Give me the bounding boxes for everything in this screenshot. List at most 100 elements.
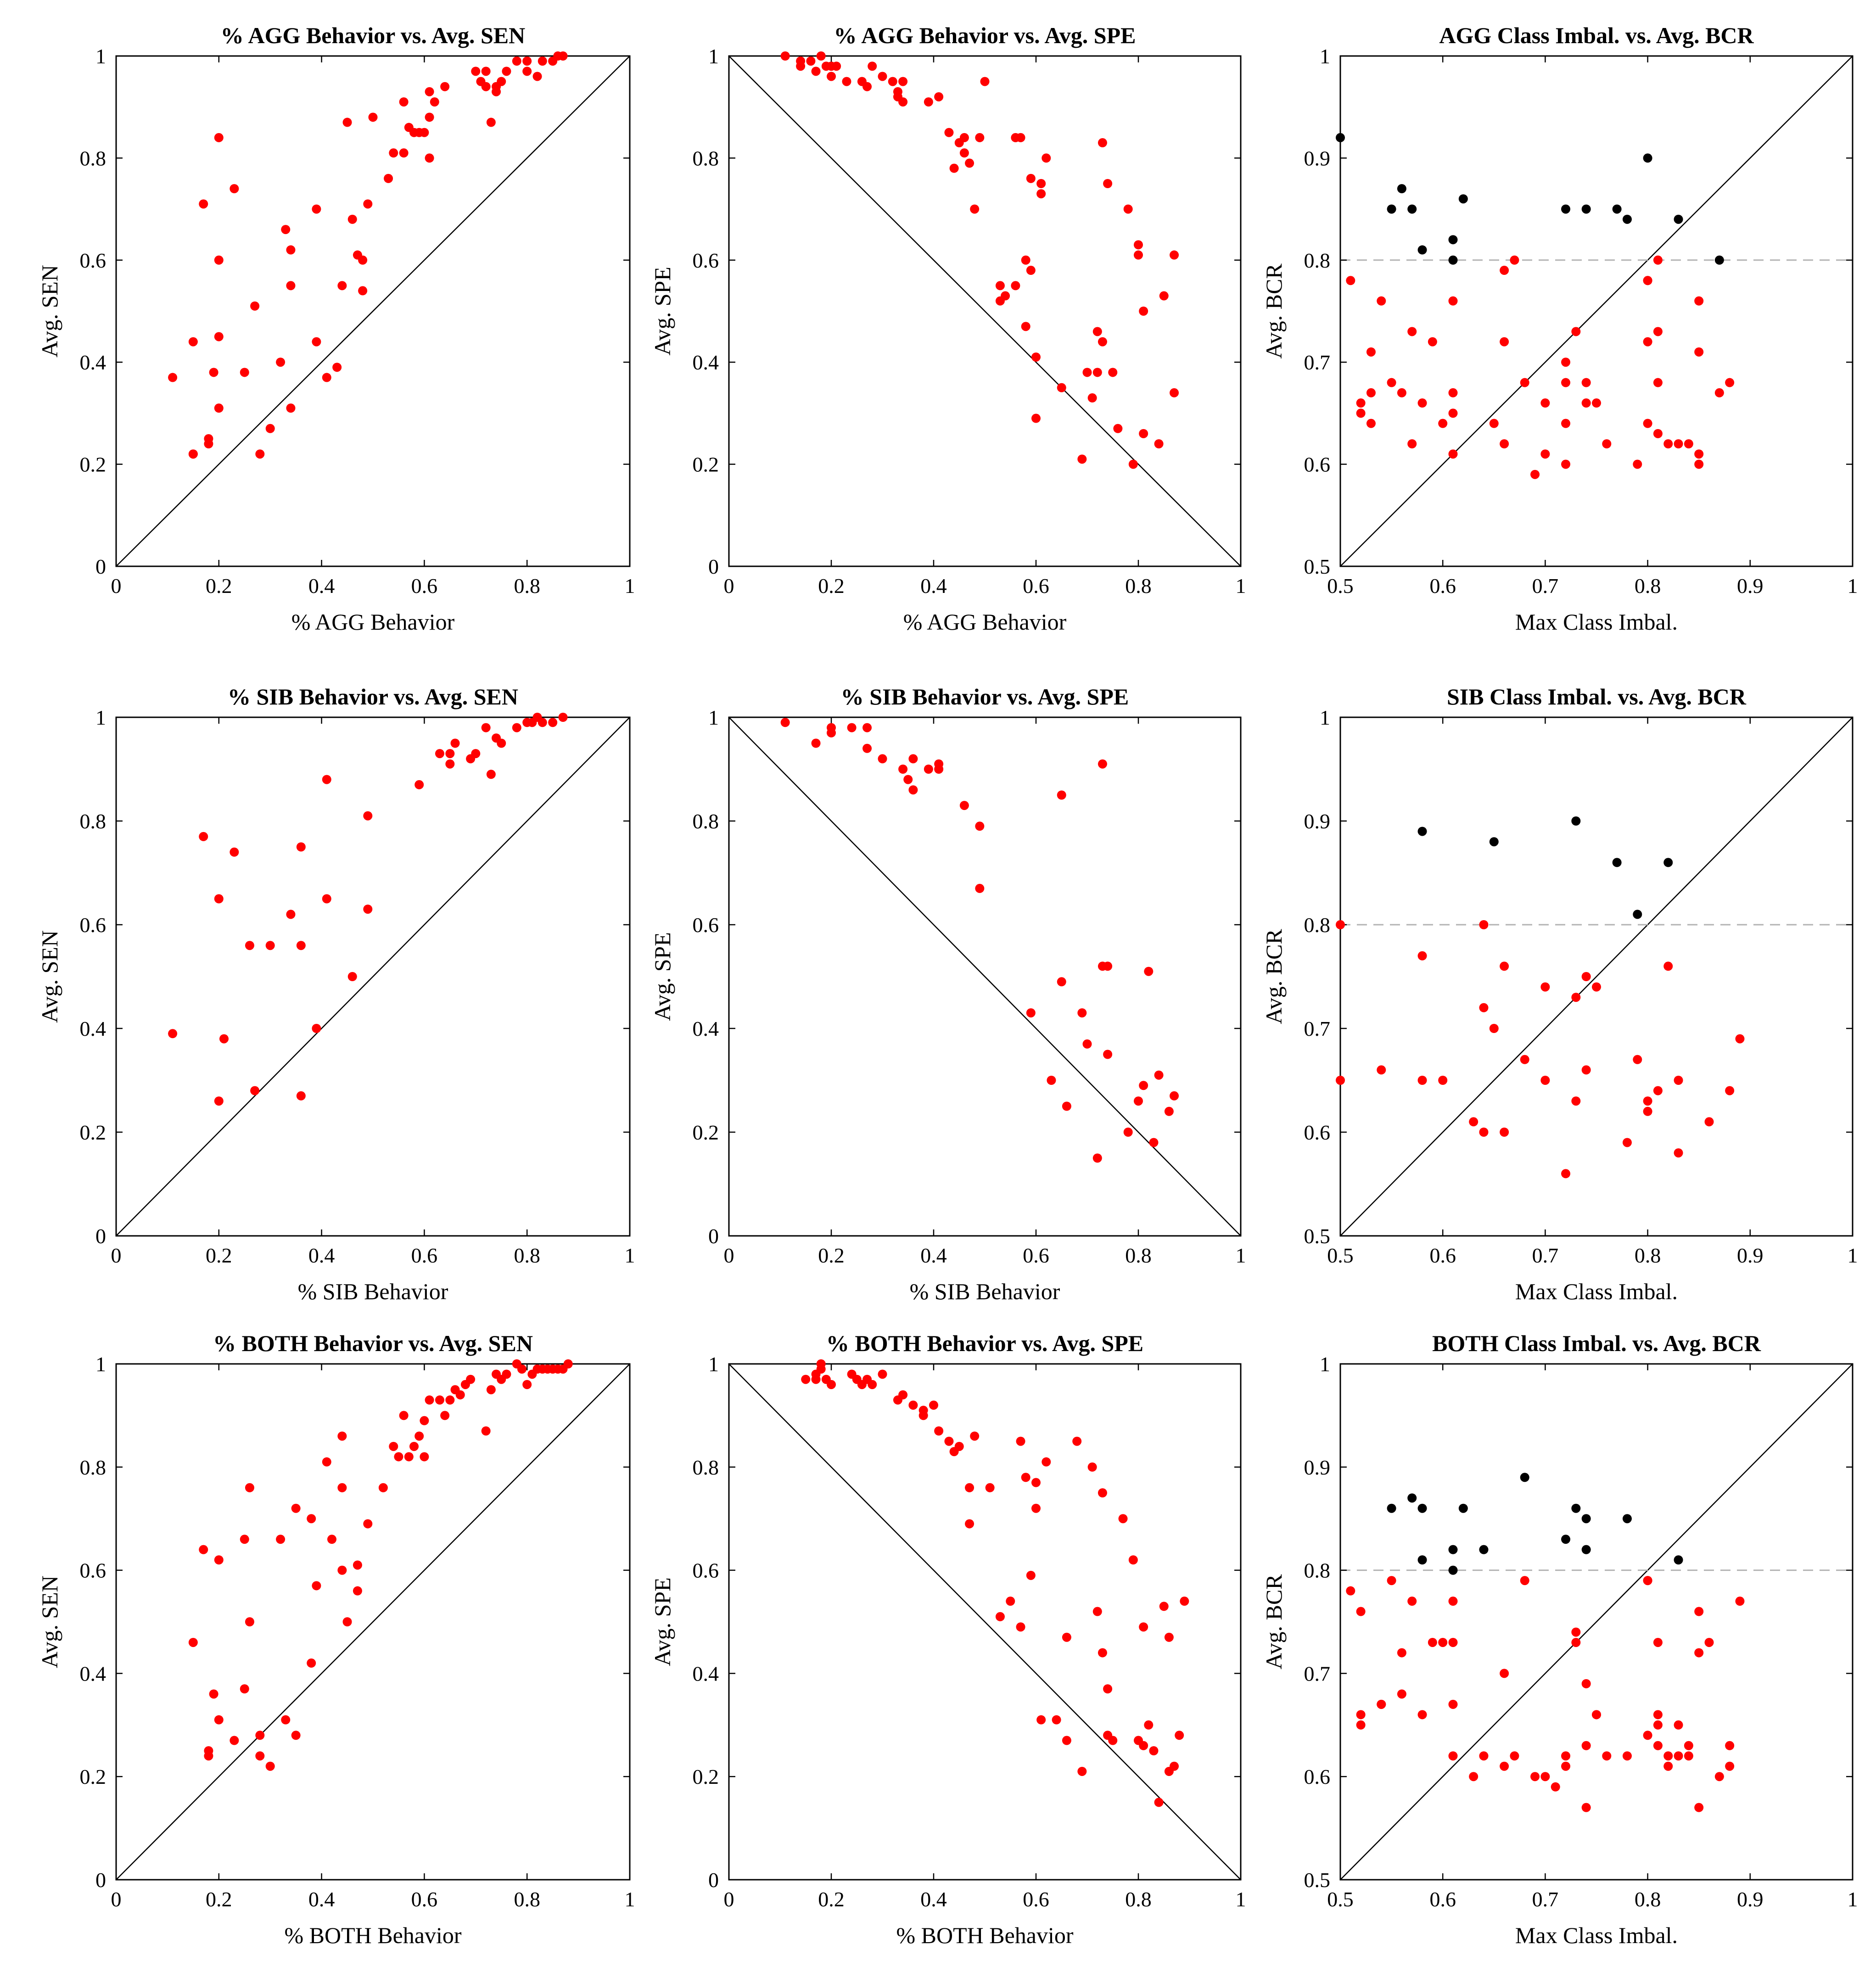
x-tick-label: 0.2 xyxy=(818,574,845,598)
data-point-above-threshold xyxy=(1387,204,1396,214)
data-point xyxy=(878,754,887,764)
data-point xyxy=(1694,1648,1704,1658)
data-point xyxy=(1694,449,1704,459)
data-point xyxy=(924,765,933,774)
data-point xyxy=(1643,1576,1652,1586)
data-point xyxy=(868,61,877,71)
data-point xyxy=(1036,1715,1046,1725)
y-tick-label: 0.6 xyxy=(693,1559,719,1582)
data-point xyxy=(1643,1731,1652,1740)
data-point xyxy=(1479,1128,1489,1137)
data-point xyxy=(1540,449,1550,459)
data-point xyxy=(1643,419,1652,428)
data-point xyxy=(312,1024,321,1033)
axes-box xyxy=(115,1363,631,1881)
data-point xyxy=(389,1441,398,1451)
data-point xyxy=(240,1684,249,1694)
data-point xyxy=(780,718,790,727)
data-point xyxy=(1663,1761,1673,1771)
data-point xyxy=(1489,419,1499,428)
data-point xyxy=(1077,454,1087,464)
data-point xyxy=(281,1715,291,1725)
x-axis-label: % BOTH Behavior xyxy=(896,1922,1073,1948)
data-point xyxy=(1057,383,1066,392)
data-point xyxy=(1036,189,1046,199)
y-tick-label: 1 xyxy=(95,706,106,729)
data-point-above-threshold xyxy=(1633,910,1642,919)
data-point xyxy=(1123,204,1133,214)
data-point xyxy=(532,72,542,81)
data-point xyxy=(199,1545,208,1554)
y-tick-label: 0.8 xyxy=(80,1456,106,1479)
data-point xyxy=(1725,1741,1735,1750)
panel-title: SIB Class Imbal. vs. Avg. BCR xyxy=(1447,684,1747,709)
data-point xyxy=(342,117,352,127)
data-point xyxy=(1397,1689,1406,1699)
data-point xyxy=(1011,281,1020,290)
data-point xyxy=(1448,449,1458,459)
data-point xyxy=(827,72,836,81)
x-tick-label: 0 xyxy=(724,1888,734,1911)
y-tick-label: 0.9 xyxy=(1304,810,1331,833)
x-tick-label: 0.6 xyxy=(411,1244,438,1267)
y-tick-label: 0.2 xyxy=(693,1765,719,1788)
data-point xyxy=(1643,337,1652,346)
data-point xyxy=(445,749,455,759)
data-point xyxy=(538,56,547,66)
data-point xyxy=(1561,1751,1571,1761)
y-tick-label: 0.6 xyxy=(693,249,719,272)
data-point xyxy=(347,214,357,224)
y-tick-label: 0.2 xyxy=(80,1765,106,1788)
data-point xyxy=(286,281,296,290)
y-tick-label: 0.4 xyxy=(80,1662,106,1685)
data-point xyxy=(908,754,918,764)
data-point xyxy=(1092,1607,1102,1616)
data-point-above-threshold xyxy=(1612,204,1622,214)
data-point xyxy=(1154,1070,1164,1080)
data-point-above-threshold xyxy=(1407,204,1417,214)
data-point xyxy=(1653,378,1663,387)
data-point xyxy=(1674,1751,1683,1761)
y-axis-label: Avg. SEN xyxy=(37,265,62,357)
data-point xyxy=(908,1400,918,1410)
data-point xyxy=(1571,1096,1581,1106)
data-point-above-threshold xyxy=(1417,1503,1427,1513)
x-tick-label: 0.8 xyxy=(1635,1244,1661,1267)
y-tick-label: 0.8 xyxy=(693,810,719,833)
x-tick-label: 0.8 xyxy=(1635,1888,1661,1911)
data-point xyxy=(1448,296,1458,306)
data-point xyxy=(517,1364,527,1374)
data-point-above-threshold xyxy=(1448,235,1458,245)
data-point xyxy=(1026,173,1036,183)
data-point xyxy=(255,449,265,459)
data-point xyxy=(934,765,944,774)
data-point xyxy=(1479,920,1489,929)
data-point xyxy=(214,1555,224,1565)
data-point xyxy=(1098,1648,1107,1658)
data-point xyxy=(1098,759,1107,769)
data-point xyxy=(1428,337,1437,346)
x-tick-label: 0.6 xyxy=(411,574,438,598)
data-point xyxy=(1175,1731,1184,1740)
chance-line xyxy=(728,1363,1241,1880)
data-point xyxy=(265,941,275,950)
data-point xyxy=(1602,1751,1612,1761)
data-point-above-threshold xyxy=(1479,1545,1489,1554)
data-point xyxy=(337,1565,347,1575)
y-tick-label: 0 xyxy=(95,555,106,578)
x-tick-label: 1 xyxy=(625,1244,635,1267)
x-tick-label: 0.4 xyxy=(920,574,947,598)
data-point xyxy=(1407,327,1417,336)
x-axis-label: % SIB Behavior xyxy=(298,1279,448,1304)
y-tick-label: 1 xyxy=(708,1352,719,1376)
data-point xyxy=(1134,1096,1143,1106)
data-point xyxy=(1479,1003,1489,1012)
data-point xyxy=(1417,1710,1427,1720)
y-axis-label: Avg. SPE xyxy=(650,932,675,1021)
data-point xyxy=(1448,1699,1458,1709)
data-point xyxy=(209,368,218,377)
y-tick-label: 1 xyxy=(95,1352,106,1376)
y-tick-label: 0.7 xyxy=(1304,1662,1331,1685)
data-point-above-threshold xyxy=(1561,204,1571,214)
data-point xyxy=(420,128,429,137)
